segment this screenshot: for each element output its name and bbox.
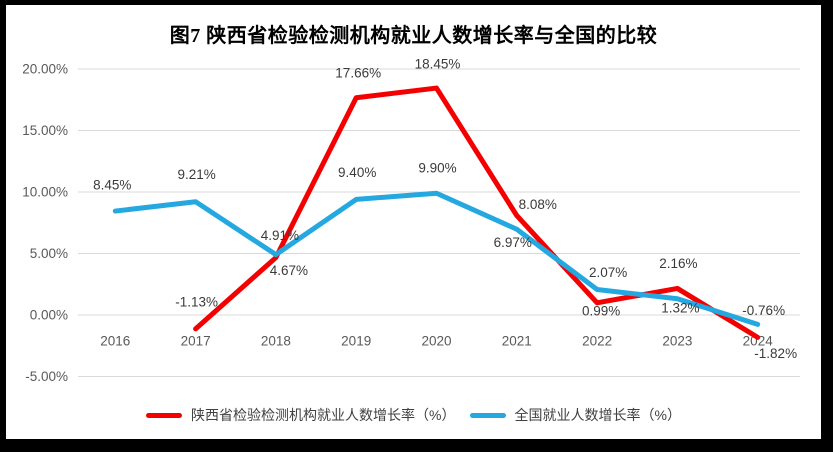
svg-text:4.67%: 4.67% [270, 263, 308, 278]
chart-title: 图7 陕西省检验检测机构就业人数增长率与全国的比较 [169, 25, 658, 47]
legend-label-shaanxi: 陕西省检验检测机构就业人数增长率（%） [191, 407, 456, 423]
svg-text:-5.00%: -5.00% [25, 369, 68, 384]
svg-text:2022: 2022 [582, 334, 612, 349]
svg-text:2024: 2024 [743, 334, 774, 349]
svg-text:-0.76%: -0.76% [742, 303, 785, 318]
svg-text:17.66%: 17.66% [335, 65, 381, 80]
svg-text:15.00%: 15.00% [22, 123, 68, 138]
svg-text:2021: 2021 [502, 334, 532, 349]
svg-text:20.00%: 20.00% [22, 62, 68, 77]
svg-text:18.45%: 18.45% [415, 57, 461, 72]
svg-text:10.00%: 10.00% [22, 185, 68, 200]
svg-text:2023: 2023 [662, 334, 692, 349]
legend-item-shaanxi: 陕西省检验检测机构就业人数增长率（%） [146, 405, 456, 425]
svg-text:2017: 2017 [181, 334, 211, 349]
svg-text:2016: 2016 [100, 334, 130, 349]
svg-text:9.90%: 9.90% [418, 161, 456, 176]
legend: 陕西省检验检测机构就业人数增长率（%） 全国就业人数增长率（%） [6, 404, 821, 426]
svg-text:2019: 2019 [341, 334, 371, 349]
svg-text:-1.82%: -1.82% [754, 346, 797, 361]
legend-label-national: 全国就业人数增长率（%） [514, 407, 681, 423]
svg-text:6.97%: 6.97% [494, 235, 532, 250]
svg-text:2.16%: 2.16% [659, 256, 697, 271]
blue-line-swatch-icon [469, 412, 506, 418]
svg-text:0.00%: 0.00% [30, 308, 68, 323]
svg-text:8.45%: 8.45% [93, 178, 131, 193]
svg-text:9.40%: 9.40% [338, 165, 376, 180]
red-line-swatch-icon [146, 412, 183, 418]
chart-svg: 20.00% 15.00% 10.00% 5.00% 0.00% -5.00% 2016 20… [22, 57, 800, 384]
legend-item-national: 全国就业人数增长率（%） [469, 405, 681, 425]
svg-text:4.91%: 4.91% [261, 228, 299, 243]
svg-text:1.32%: 1.32% [661, 300, 699, 315]
svg-text:8.08%: 8.08% [519, 197, 557, 212]
svg-text:2018: 2018 [261, 334, 291, 349]
svg-text:-1.13%: -1.13% [175, 294, 218, 309]
svg-text:2.07%: 2.07% [589, 265, 627, 280]
svg-text:5.00%: 5.00% [30, 246, 68, 261]
chart-canvas: 图7 陕西省检验检测机构就业人数增长率与全国的比较 20.00% 15.00% 10… [6, 5, 821, 439]
svg-text:2020: 2020 [421, 334, 451, 349]
svg-text:0.99%: 0.99% [582, 303, 620, 318]
svg-text:9.21%: 9.21% [177, 167, 215, 182]
